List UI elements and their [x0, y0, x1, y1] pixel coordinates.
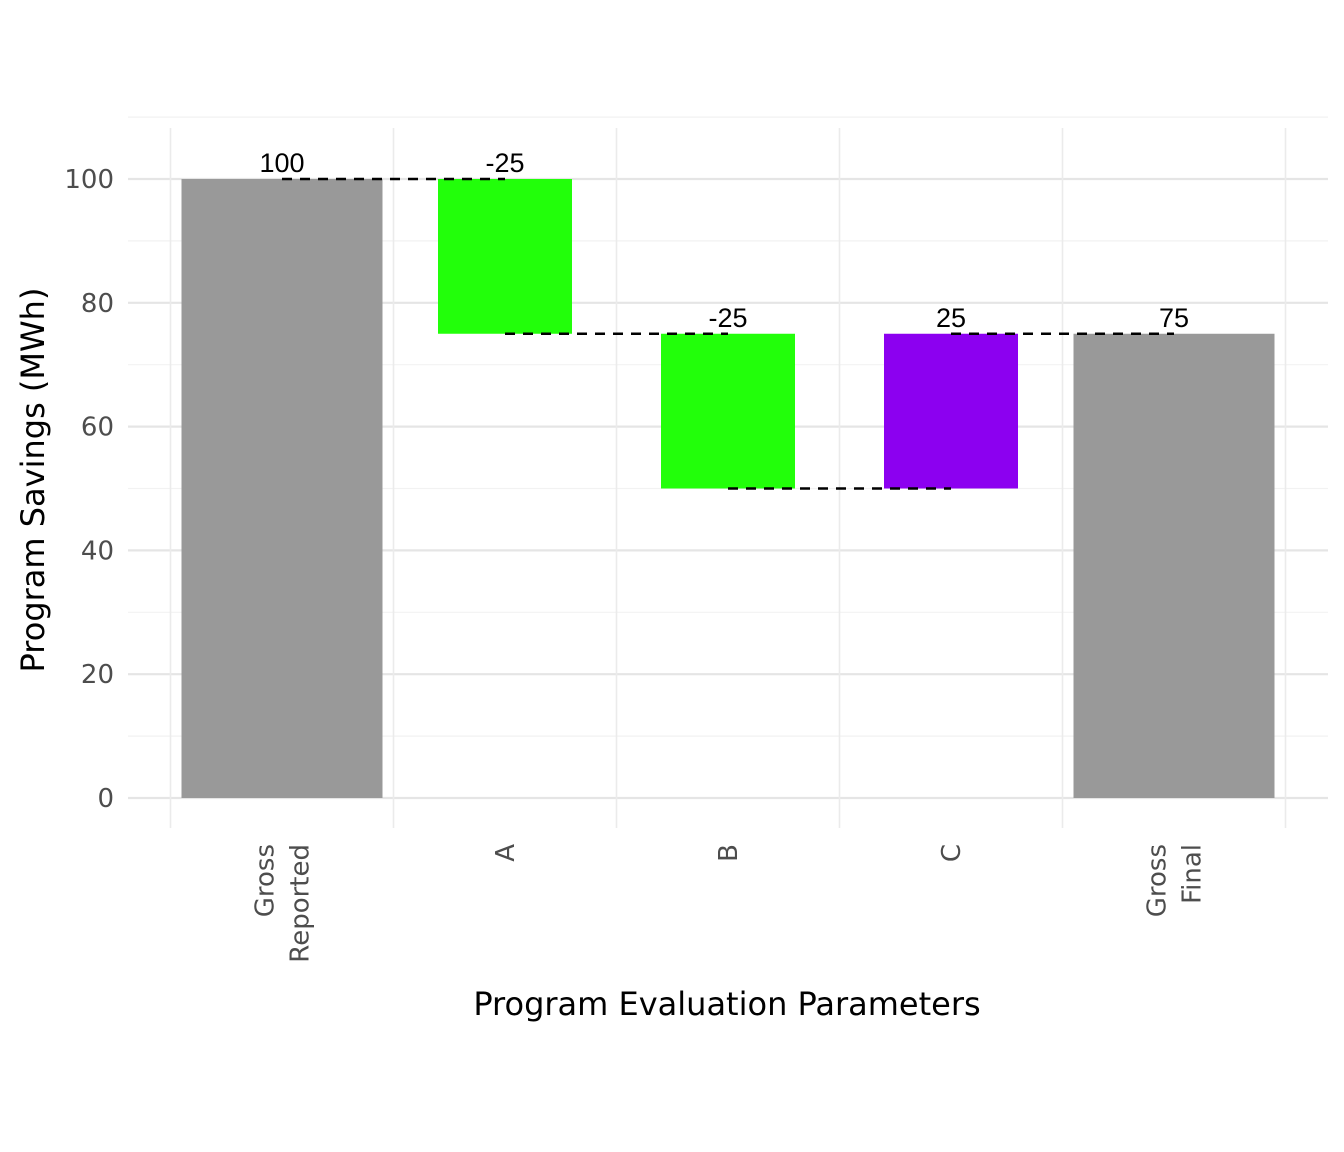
bar-gross-reported [181, 179, 383, 798]
y-tick-label: 20 [81, 660, 114, 690]
y-tick-label: 40 [81, 536, 114, 566]
x-tick-label: C [937, 844, 967, 862]
data-label: -25 [485, 148, 524, 178]
x-axis-ticks: Gross Reported A B C Gross Final [251, 844, 1208, 963]
data-labels: 100 -25 -25 25 75 [259, 148, 1189, 333]
bar-b [661, 333, 795, 489]
y-tick-label: 80 [81, 289, 114, 319]
x-tick-label: A [491, 844, 521, 862]
y-axis-ticks: 0 20 40 60 80 100 [64, 165, 114, 814]
x-tick-label: Reported [286, 844, 316, 963]
connectors [282, 177, 1174, 490]
x-tick-label: Gross [1143, 844, 1173, 917]
y-tick-label: 0 [97, 784, 114, 814]
data-label: 75 [1159, 303, 1189, 333]
bars [181, 179, 1275, 798]
data-label: -25 [708, 303, 747, 333]
data-label: 25 [936, 303, 966, 333]
y-tick-label: 100 [64, 165, 114, 195]
x-axis-title: Program Evaluation Parameters [473, 985, 980, 1023]
x-tick-label: Final [1178, 844, 1208, 904]
bar-a [438, 179, 572, 334]
x-tick-label: B [714, 844, 744, 862]
bar-c [884, 333, 1018, 489]
bar-gross-final [1073, 333, 1275, 798]
y-tick-label: 60 [81, 413, 114, 443]
x-tick-label: Gross [251, 844, 281, 917]
data-label: 100 [259, 148, 304, 178]
y-axis-title: Program Savings (MWh) [14, 288, 52, 673]
